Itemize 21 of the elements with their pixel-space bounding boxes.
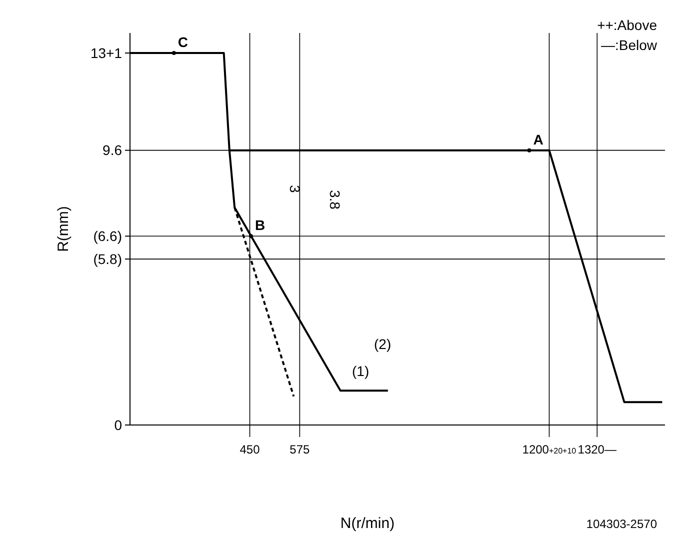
annotation: A [533, 131, 544, 148]
text: ++:Above [597, 17, 658, 33]
annotation: —:Below [600, 37, 658, 53]
annotation: C [178, 34, 188, 50]
x-tick-label: 575 [290, 442, 310, 456]
x-tick-label: 1320— [578, 442, 616, 456]
annotation: (2) [374, 336, 392, 352]
annotation: 3 [287, 185, 303, 193]
y-tick-label: (6.6) [93, 228, 122, 244]
y-tick-label: (5.8) [93, 250, 122, 267]
y-tick-label: 9.6 [102, 142, 122, 158]
y-tick-label: 0 [114, 416, 122, 433]
annotation: 3.8 [327, 190, 343, 210]
x-axis-title: N(r/min) [340, 515, 395, 532]
annotation: B [254, 217, 266, 234]
x-tick-label: 1200+20+10 [522, 442, 577, 456]
y-axis-title: R(mm) [55, 206, 72, 252]
y-tick-label: 13+1 [90, 44, 122, 61]
text: 104303-2570 [586, 517, 658, 531]
annotation: (1) [352, 363, 370, 379]
x-tick-label: 450 [240, 442, 260, 456]
